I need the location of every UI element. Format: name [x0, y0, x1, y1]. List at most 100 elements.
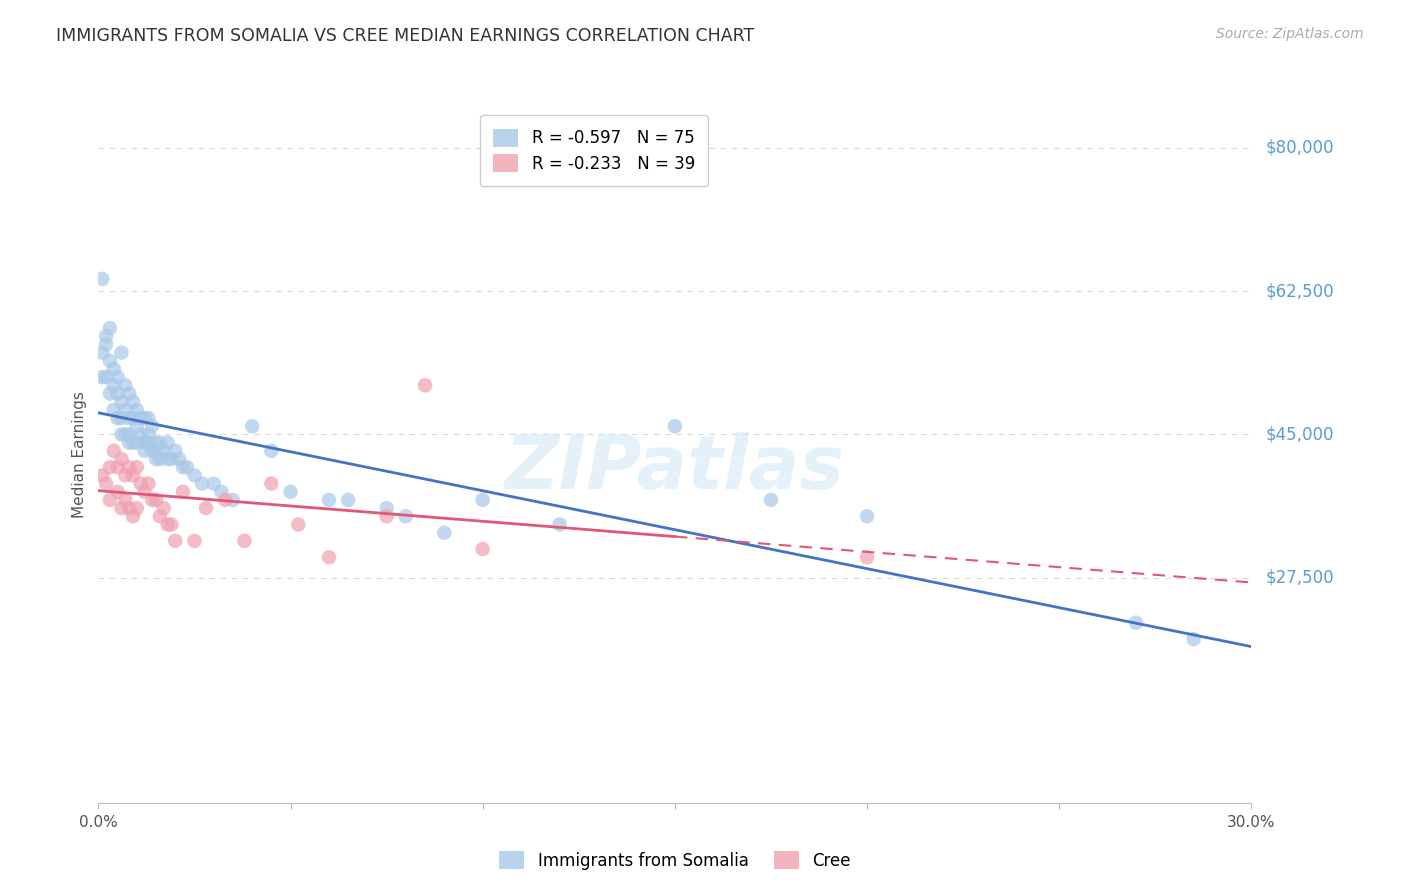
Point [98, 460, 121, 475]
Text: $45,000: $45,000 [1265, 425, 1334, 443]
Point [103, 443, 125, 458]
Point [98, 321, 121, 335]
Point [145, 492, 167, 507]
Point [856, 509, 879, 524]
Point [548, 517, 571, 532]
Point [114, 378, 136, 392]
Point [471, 542, 494, 557]
Point [125, 460, 148, 475]
Point [172, 460, 194, 475]
Point [125, 435, 148, 450]
Point [1125, 615, 1147, 630]
Point [110, 411, 132, 425]
Point [107, 411, 129, 425]
Point [156, 517, 179, 532]
Point [160, 517, 183, 532]
Point [141, 492, 163, 507]
Point [94, 476, 117, 491]
Point [129, 427, 152, 442]
Point [214, 492, 236, 507]
Point [134, 435, 156, 450]
Point [664, 419, 686, 434]
Point [91, 345, 114, 359]
Point [156, 435, 179, 450]
Point [118, 460, 141, 475]
Point [149, 509, 172, 524]
Point [134, 443, 156, 458]
Point [138, 476, 160, 491]
Point [145, 435, 167, 450]
Point [125, 403, 148, 417]
Point [107, 370, 129, 384]
Point [107, 484, 129, 499]
Point [122, 435, 145, 450]
Point [149, 435, 172, 450]
Text: $62,500: $62,500 [1265, 282, 1334, 301]
Point [413, 378, 436, 392]
Point [318, 492, 340, 507]
Point [138, 435, 160, 450]
Point [118, 411, 141, 425]
Point [152, 501, 174, 516]
Text: $27,500: $27,500 [1265, 569, 1334, 587]
Point [260, 443, 283, 458]
Point [122, 394, 145, 409]
Point [125, 419, 148, 434]
Point [318, 550, 340, 565]
Point [145, 452, 167, 467]
Point [856, 550, 879, 565]
Point [375, 501, 398, 516]
Point [165, 443, 187, 458]
Text: $80,000: $80,000 [1265, 139, 1334, 157]
Point [110, 394, 132, 409]
Point [91, 468, 114, 483]
Point [103, 403, 125, 417]
Point [110, 452, 132, 467]
Point [260, 476, 283, 491]
Point [138, 427, 160, 442]
Point [110, 345, 132, 359]
Legend: Immigrants from Somalia, Cree: Immigrants from Somalia, Cree [491, 843, 859, 878]
Point [195, 501, 218, 516]
Point [183, 468, 205, 483]
Point [103, 362, 125, 376]
Point [156, 452, 179, 467]
Point [233, 533, 256, 548]
Point [122, 411, 145, 425]
Point [122, 509, 145, 524]
Point [222, 492, 245, 507]
Point [471, 492, 494, 507]
Point [91, 272, 114, 286]
Point [98, 492, 121, 507]
Point [165, 533, 187, 548]
Point [280, 484, 302, 499]
Point [138, 411, 160, 425]
Point [94, 337, 117, 351]
Point [107, 460, 129, 475]
Point [94, 370, 117, 384]
Point [134, 411, 156, 425]
Point [167, 452, 190, 467]
Point [98, 386, 121, 401]
Point [98, 353, 121, 368]
Point [110, 427, 132, 442]
Point [375, 509, 398, 524]
Point [114, 403, 136, 417]
Point [191, 476, 214, 491]
Point [337, 492, 360, 507]
Point [160, 452, 183, 467]
Point [110, 501, 132, 516]
Point [759, 492, 782, 507]
Point [114, 492, 136, 507]
Text: Source: ZipAtlas.com: Source: ZipAtlas.com [1216, 27, 1364, 41]
Point [118, 427, 141, 442]
Point [122, 468, 145, 483]
Point [129, 411, 152, 425]
Point [141, 443, 163, 458]
Point [118, 501, 141, 516]
Y-axis label: Median Earnings: Median Earnings [72, 392, 87, 518]
Point [202, 476, 225, 491]
Point [1182, 632, 1205, 646]
Point [176, 460, 198, 475]
Point [149, 452, 172, 467]
